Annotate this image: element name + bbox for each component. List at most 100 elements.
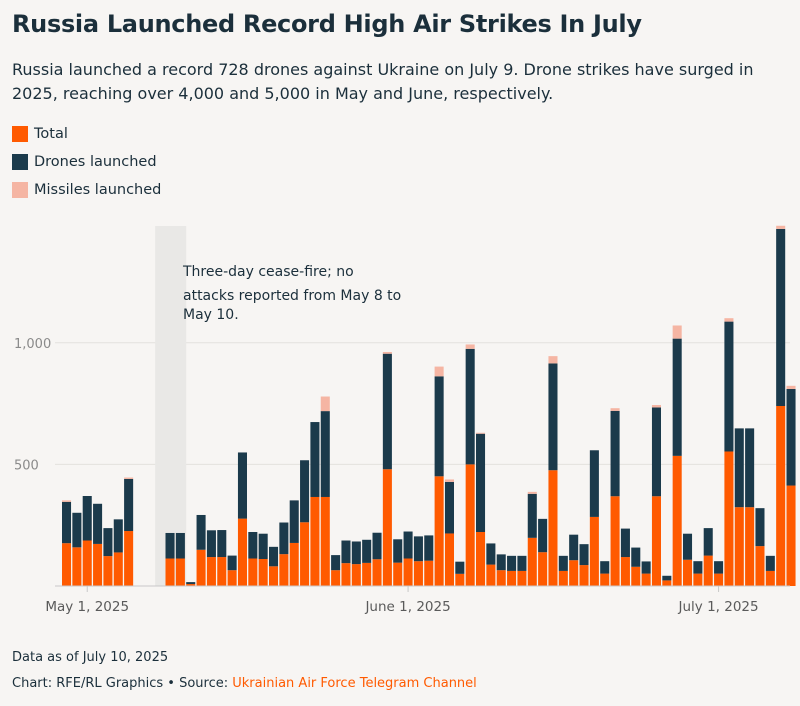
bar-segment-total — [206, 557, 216, 586]
bar-segment-total — [382, 469, 392, 586]
bar-segment-drones — [600, 561, 610, 574]
bar-segment-drones — [527, 493, 537, 538]
bar-segment-drones — [196, 514, 206, 550]
bar-segment-drones — [776, 228, 786, 406]
bar-segment-drones — [362, 539, 372, 563]
chart-subtitle: Russia launched a record 728 drones agai… — [12, 60, 754, 103]
bar-segment-drones — [724, 321, 734, 452]
bar-segment-drones — [507, 555, 517, 571]
bar-segment-total — [424, 560, 434, 586]
bar-segment-drones — [444, 481, 454, 534]
legend-swatch-missiles — [12, 182, 28, 198]
bar-segment-drones — [496, 554, 506, 571]
bar-segment-total — [745, 507, 755, 586]
bar-segment-drones — [786, 388, 796, 486]
footer-credit: Chart: RFE/RL Graphics • Source: Ukraini… — [12, 676, 477, 691]
bar-segment-total — [672, 455, 682, 586]
x-tick-label: July 1, 2025 — [678, 599, 759, 615]
bar-segment-total — [165, 558, 175, 586]
stacked-bar-chart: 500 1,000 May 1, 2025 June 1, 2025 July 1, … — [14, 225, 796, 615]
bar-segment-total — [362, 562, 372, 586]
bar-segment-drones — [320, 411, 330, 497]
bar-segment-drones — [755, 508, 765, 547]
bar-segment-missiles — [786, 385, 796, 389]
bar-segment-total — [372, 559, 382, 586]
bar-segment-drones — [631, 547, 641, 567]
bar-segment-missiles — [610, 408, 620, 411]
bar-segment-drones — [476, 433, 486, 532]
bar-segment-drones — [175, 532, 185, 559]
bar-segment-drones — [82, 496, 92, 541]
bar-segment-drones — [683, 533, 693, 560]
bar-segment-total — [662, 580, 672, 586]
bar-segment-missiles — [124, 477, 134, 479]
bar-segment-drones — [72, 512, 82, 548]
x-tick-label: June 1, 2025 — [364, 599, 450, 615]
bar-segment-total — [527, 537, 537, 586]
bar-segment-total — [186, 584, 196, 586]
bar-segment-total — [196, 549, 206, 586]
bar-segment-drones — [569, 534, 579, 561]
bar-segment-total — [631, 566, 641, 586]
bar-segment-total — [476, 532, 486, 586]
bar-segment-total — [248, 558, 258, 586]
annotation-line-2: attacks reported from May 8 to — [183, 288, 401, 304]
bar-segment-total — [714, 573, 724, 586]
legend-item-total: Total — [12, 120, 161, 148]
bar-segment-total — [103, 556, 113, 586]
source-link[interactable]: Ukrainian Air Force Telegram Channel — [232, 676, 477, 691]
ceasefire-shade — [155, 226, 187, 586]
annotation-line-1: Three-day cease-fire; no — [182, 264, 354, 280]
legend-swatch-total — [12, 126, 28, 142]
bar-segment-total — [569, 560, 579, 586]
bar-segment-total — [486, 564, 496, 586]
bar-segment-drones — [258, 533, 268, 559]
bar-segment-drones — [341, 540, 351, 564]
bar-segment-drones — [620, 528, 630, 558]
legend: Total Drones launched Missiles launched — [12, 120, 161, 204]
bar-segment-total — [289, 542, 299, 586]
bar-segment-missiles — [672, 325, 682, 339]
bar-segment-drones — [300, 460, 310, 523]
bar-segment-missiles — [444, 479, 454, 482]
bar-segment-total — [320, 496, 330, 586]
bar-segment-drones — [765, 555, 775, 571]
bar-segment-drones — [217, 530, 227, 558]
bar-segment-total — [393, 562, 403, 586]
bar-segment-drones — [714, 561, 724, 574]
bar-segment-drones — [641, 561, 651, 574]
bar-segment-drones — [579, 544, 589, 566]
footer-note: Data as of July 10, 2025 — [12, 650, 169, 665]
bar-segment-drones — [279, 522, 289, 555]
bar-segment-drones — [248, 532, 258, 559]
bar-segment-total — [413, 561, 423, 586]
bar-segment-total — [600, 573, 610, 586]
bar-segment-drones — [310, 422, 320, 497]
bar-segment-drones — [517, 555, 527, 571]
bar-segment-total — [724, 451, 734, 586]
bar-segment-total — [683, 559, 693, 586]
bars-layer — [62, 225, 796, 586]
bar-segment-drones — [672, 338, 682, 456]
bar-segment-total — [124, 531, 134, 586]
bar-segment-total — [444, 533, 454, 586]
legend-label-total: Total — [34, 126, 68, 142]
bar-segment-drones — [165, 532, 175, 559]
bar-segment-total — [72, 547, 82, 586]
ticks-layer: May 1, 2025 June 1, 2025 July 1, 2025 — [45, 586, 759, 615]
chart-title: Russia Launched Record High Air Strikes … — [12, 10, 642, 38]
bar-segment-drones — [93, 503, 103, 544]
bar-segment-total — [175, 558, 185, 586]
bar-segment-drones — [703, 528, 713, 556]
bar-segment-drones — [62, 501, 72, 544]
bar-segment-total — [548, 470, 558, 586]
bar-segment-total — [258, 559, 268, 586]
bar-segment-total — [331, 570, 341, 586]
legend-label-missiles: Missiles launched — [34, 182, 162, 198]
bar-segment-total — [776, 406, 786, 586]
bar-segment-drones — [403, 531, 413, 559]
bar-segment-total — [765, 570, 775, 586]
bar-segment-total — [310, 496, 320, 586]
bar-segment-total — [703, 555, 713, 586]
bar-segment-drones — [558, 555, 568, 571]
